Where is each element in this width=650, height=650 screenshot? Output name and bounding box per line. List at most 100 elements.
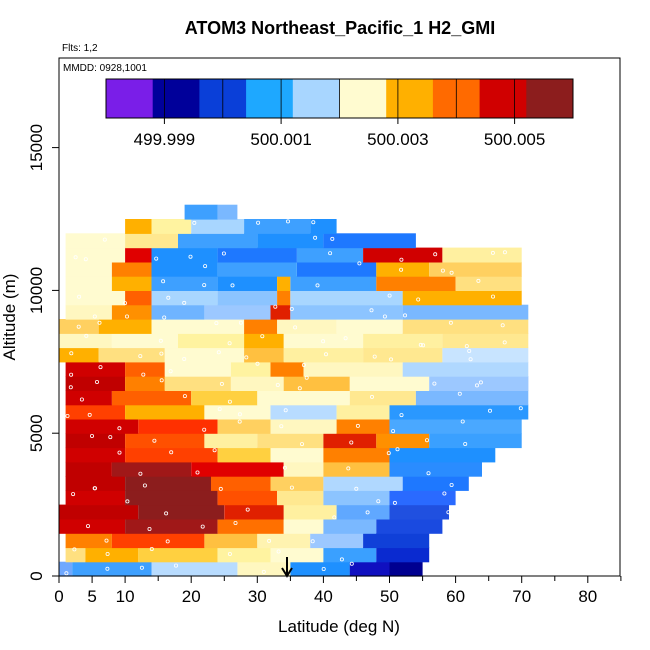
heatmap-cell bbox=[151, 319, 244, 334]
sample-dot bbox=[399, 257, 404, 262]
x-tick-label: 80 bbox=[578, 587, 597, 606]
heatmap-cell bbox=[125, 447, 218, 463]
heatmap-cell bbox=[65, 276, 112, 291]
heatmap-cell bbox=[151, 561, 238, 577]
heatmap-cell bbox=[257, 233, 324, 249]
heatmap-cell bbox=[217, 447, 271, 463]
heatmap-cell bbox=[283, 376, 350, 391]
x-axis: 0 5 10 20 30 40 50 60 70 80 bbox=[54, 576, 622, 606]
sample-dot bbox=[261, 569, 266, 574]
sample-dot bbox=[138, 471, 143, 476]
heatmap-cell bbox=[111, 304, 152, 320]
latitude-marker bbox=[281, 557, 293, 578]
sample-dot bbox=[219, 381, 224, 386]
sample-dot bbox=[387, 293, 392, 298]
sample-dot bbox=[313, 235, 318, 240]
heatmap-cell bbox=[402, 290, 522, 306]
heatmap-cell bbox=[184, 204, 218, 220]
sample-dot bbox=[98, 365, 103, 370]
heatmap-cell bbox=[363, 347, 443, 363]
heatmap-cell bbox=[191, 390, 258, 406]
sample-dot bbox=[76, 324, 81, 329]
heatmap-cell bbox=[297, 261, 377, 277]
x-tick-label: 50 bbox=[380, 587, 399, 606]
sample-dot bbox=[276, 549, 281, 554]
sample-dot bbox=[315, 283, 320, 288]
heatmap-cell bbox=[402, 319, 529, 334]
sample-dot bbox=[299, 442, 304, 447]
sample-dot bbox=[221, 251, 226, 256]
sample-dot bbox=[446, 510, 451, 515]
sample-dot bbox=[402, 313, 407, 318]
heatmap-cell bbox=[277, 490, 324, 506]
heatmap-cell bbox=[217, 204, 238, 220]
heatmap-cell bbox=[257, 390, 350, 406]
heatmap-cell bbox=[217, 547, 271, 563]
sample-dot bbox=[68, 385, 73, 390]
sample-dot bbox=[275, 382, 280, 387]
sample-dot bbox=[273, 304, 278, 309]
sample-dot bbox=[297, 386, 302, 391]
heatmap-cell bbox=[111, 276, 152, 291]
x-tick-label: 30 bbox=[248, 587, 267, 606]
heatmap-cell bbox=[389, 418, 522, 434]
heatmap-cell bbox=[389, 461, 482, 477]
heatmap-cell bbox=[290, 304, 403, 320]
sample-dot bbox=[289, 485, 294, 490]
heatmap-cell bbox=[277, 319, 337, 334]
heatmap-cell bbox=[59, 347, 99, 363]
sample-dot bbox=[165, 539, 170, 544]
sample-dot bbox=[152, 438, 157, 443]
heatmap-cell bbox=[65, 418, 139, 434]
heatmap-cell bbox=[59, 561, 73, 577]
sample-dot bbox=[158, 338, 163, 343]
sample-dot bbox=[355, 423, 360, 428]
sample-dot bbox=[518, 406, 523, 411]
heatmap-cell bbox=[65, 461, 112, 477]
heatmap-cell bbox=[429, 376, 529, 391]
heatmap-cell bbox=[323, 547, 377, 563]
sample-dot bbox=[449, 270, 454, 275]
heatmap-cell bbox=[65, 547, 86, 563]
heatmap-cell bbox=[217, 276, 278, 291]
sample-dot bbox=[365, 510, 370, 515]
sample-dot bbox=[433, 252, 438, 257]
heatmap-cell bbox=[310, 219, 337, 234]
y-tick-label: 0 bbox=[27, 571, 46, 580]
heatmap-cell bbox=[151, 247, 218, 263]
y-tick-label: 10000 bbox=[27, 267, 46, 314]
sample-dot bbox=[304, 375, 309, 380]
sample-dot bbox=[468, 357, 473, 362]
heatmap-cell bbox=[125, 290, 152, 306]
heatmap-cell bbox=[244, 319, 278, 334]
heatmap-cell bbox=[59, 504, 139, 520]
plot-frame bbox=[58, 57, 621, 577]
sample-dot bbox=[123, 301, 128, 306]
sample-dot bbox=[285, 219, 290, 224]
heatmap-cell bbox=[277, 290, 291, 306]
marker-arrow-head bbox=[281, 567, 293, 578]
heatmap-cell bbox=[125, 361, 165, 377]
sample-dot bbox=[323, 352, 328, 357]
sample-dot bbox=[166, 295, 171, 300]
sample-dot bbox=[77, 294, 82, 299]
sample-dot bbox=[442, 491, 447, 496]
heatmap-cell bbox=[204, 404, 271, 420]
sample-dot bbox=[237, 419, 242, 424]
sample-dot bbox=[372, 354, 377, 359]
heatmap-cell bbox=[349, 390, 416, 406]
colorbar-segment bbox=[152, 79, 200, 118]
heatmap-cell bbox=[310, 533, 364, 549]
heatmap-cell bbox=[415, 390, 529, 406]
sample-dot bbox=[490, 250, 495, 255]
colorbar-label: 500.003 bbox=[367, 130, 428, 149]
heatmap-cell bbox=[65, 261, 112, 277]
heatmap-cell bbox=[59, 518, 126, 534]
heatmap-cell bbox=[283, 333, 363, 349]
heatmap-cell bbox=[217, 247, 297, 263]
sample-dot bbox=[147, 527, 152, 532]
heatmap-cell bbox=[164, 347, 245, 363]
sample-dot bbox=[159, 378, 164, 383]
sample-dot bbox=[141, 372, 146, 377]
sample-dot bbox=[159, 351, 164, 356]
